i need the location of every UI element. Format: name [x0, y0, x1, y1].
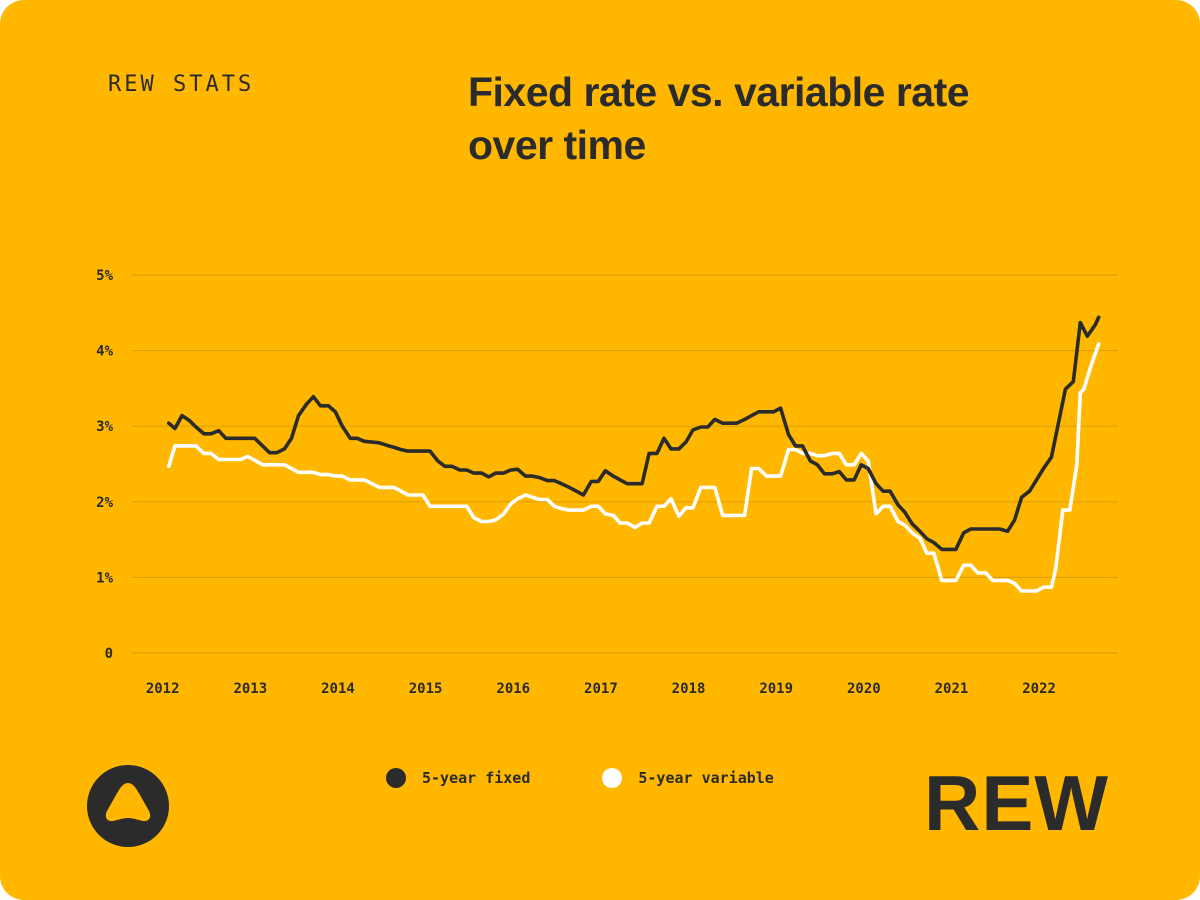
y-tick-label: 0 [105, 646, 113, 662]
legend-label: 5-year variable [638, 769, 774, 787]
x-tick-label: 2018 [672, 681, 706, 697]
series-line-fixed [167, 315, 1101, 552]
chart-title: Fixed rate vs. variable rate over time [468, 69, 970, 168]
x-tick-label: 2014 [321, 681, 355, 697]
y-tick-label: 4% [96, 344, 113, 360]
rew-wordmark: REW [924, 759, 1109, 847]
legend-item-variable: 5-year variable [602, 768, 774, 788]
x-tick-label: 2022 [1022, 681, 1056, 697]
x-tick-label: 2017 [584, 681, 618, 697]
x-tick-label: 2013 [233, 681, 267, 697]
x-tick-label: 2016 [496, 681, 530, 697]
series-line-variable [167, 342, 1101, 593]
x-tick-label: 2019 [759, 681, 793, 697]
legend-dot-icon [386, 768, 406, 788]
y-tick-label: 5% [96, 268, 113, 284]
legend-label: 5-year fixed [422, 769, 531, 787]
x-tick-label: 2012 [146, 681, 180, 697]
legend-item-fixed: 5-year fixed [386, 768, 530, 788]
brand-eyebrow: REW STATS [108, 72, 255, 97]
chart-legend: 5-year fixed 5-year variable [386, 768, 774, 788]
x-tick-label: 2015 [409, 681, 443, 697]
y-tick-label: 3% [96, 419, 113, 435]
legend-dot-icon [602, 768, 623, 788]
y-tick-label: 1% [96, 570, 113, 586]
y-tick-label: 2% [96, 495, 113, 511]
x-tick-label: 2020 [847, 681, 881, 697]
rew-logo-icon [87, 765, 169, 847]
x-tick-label: 2021 [935, 681, 969, 697]
